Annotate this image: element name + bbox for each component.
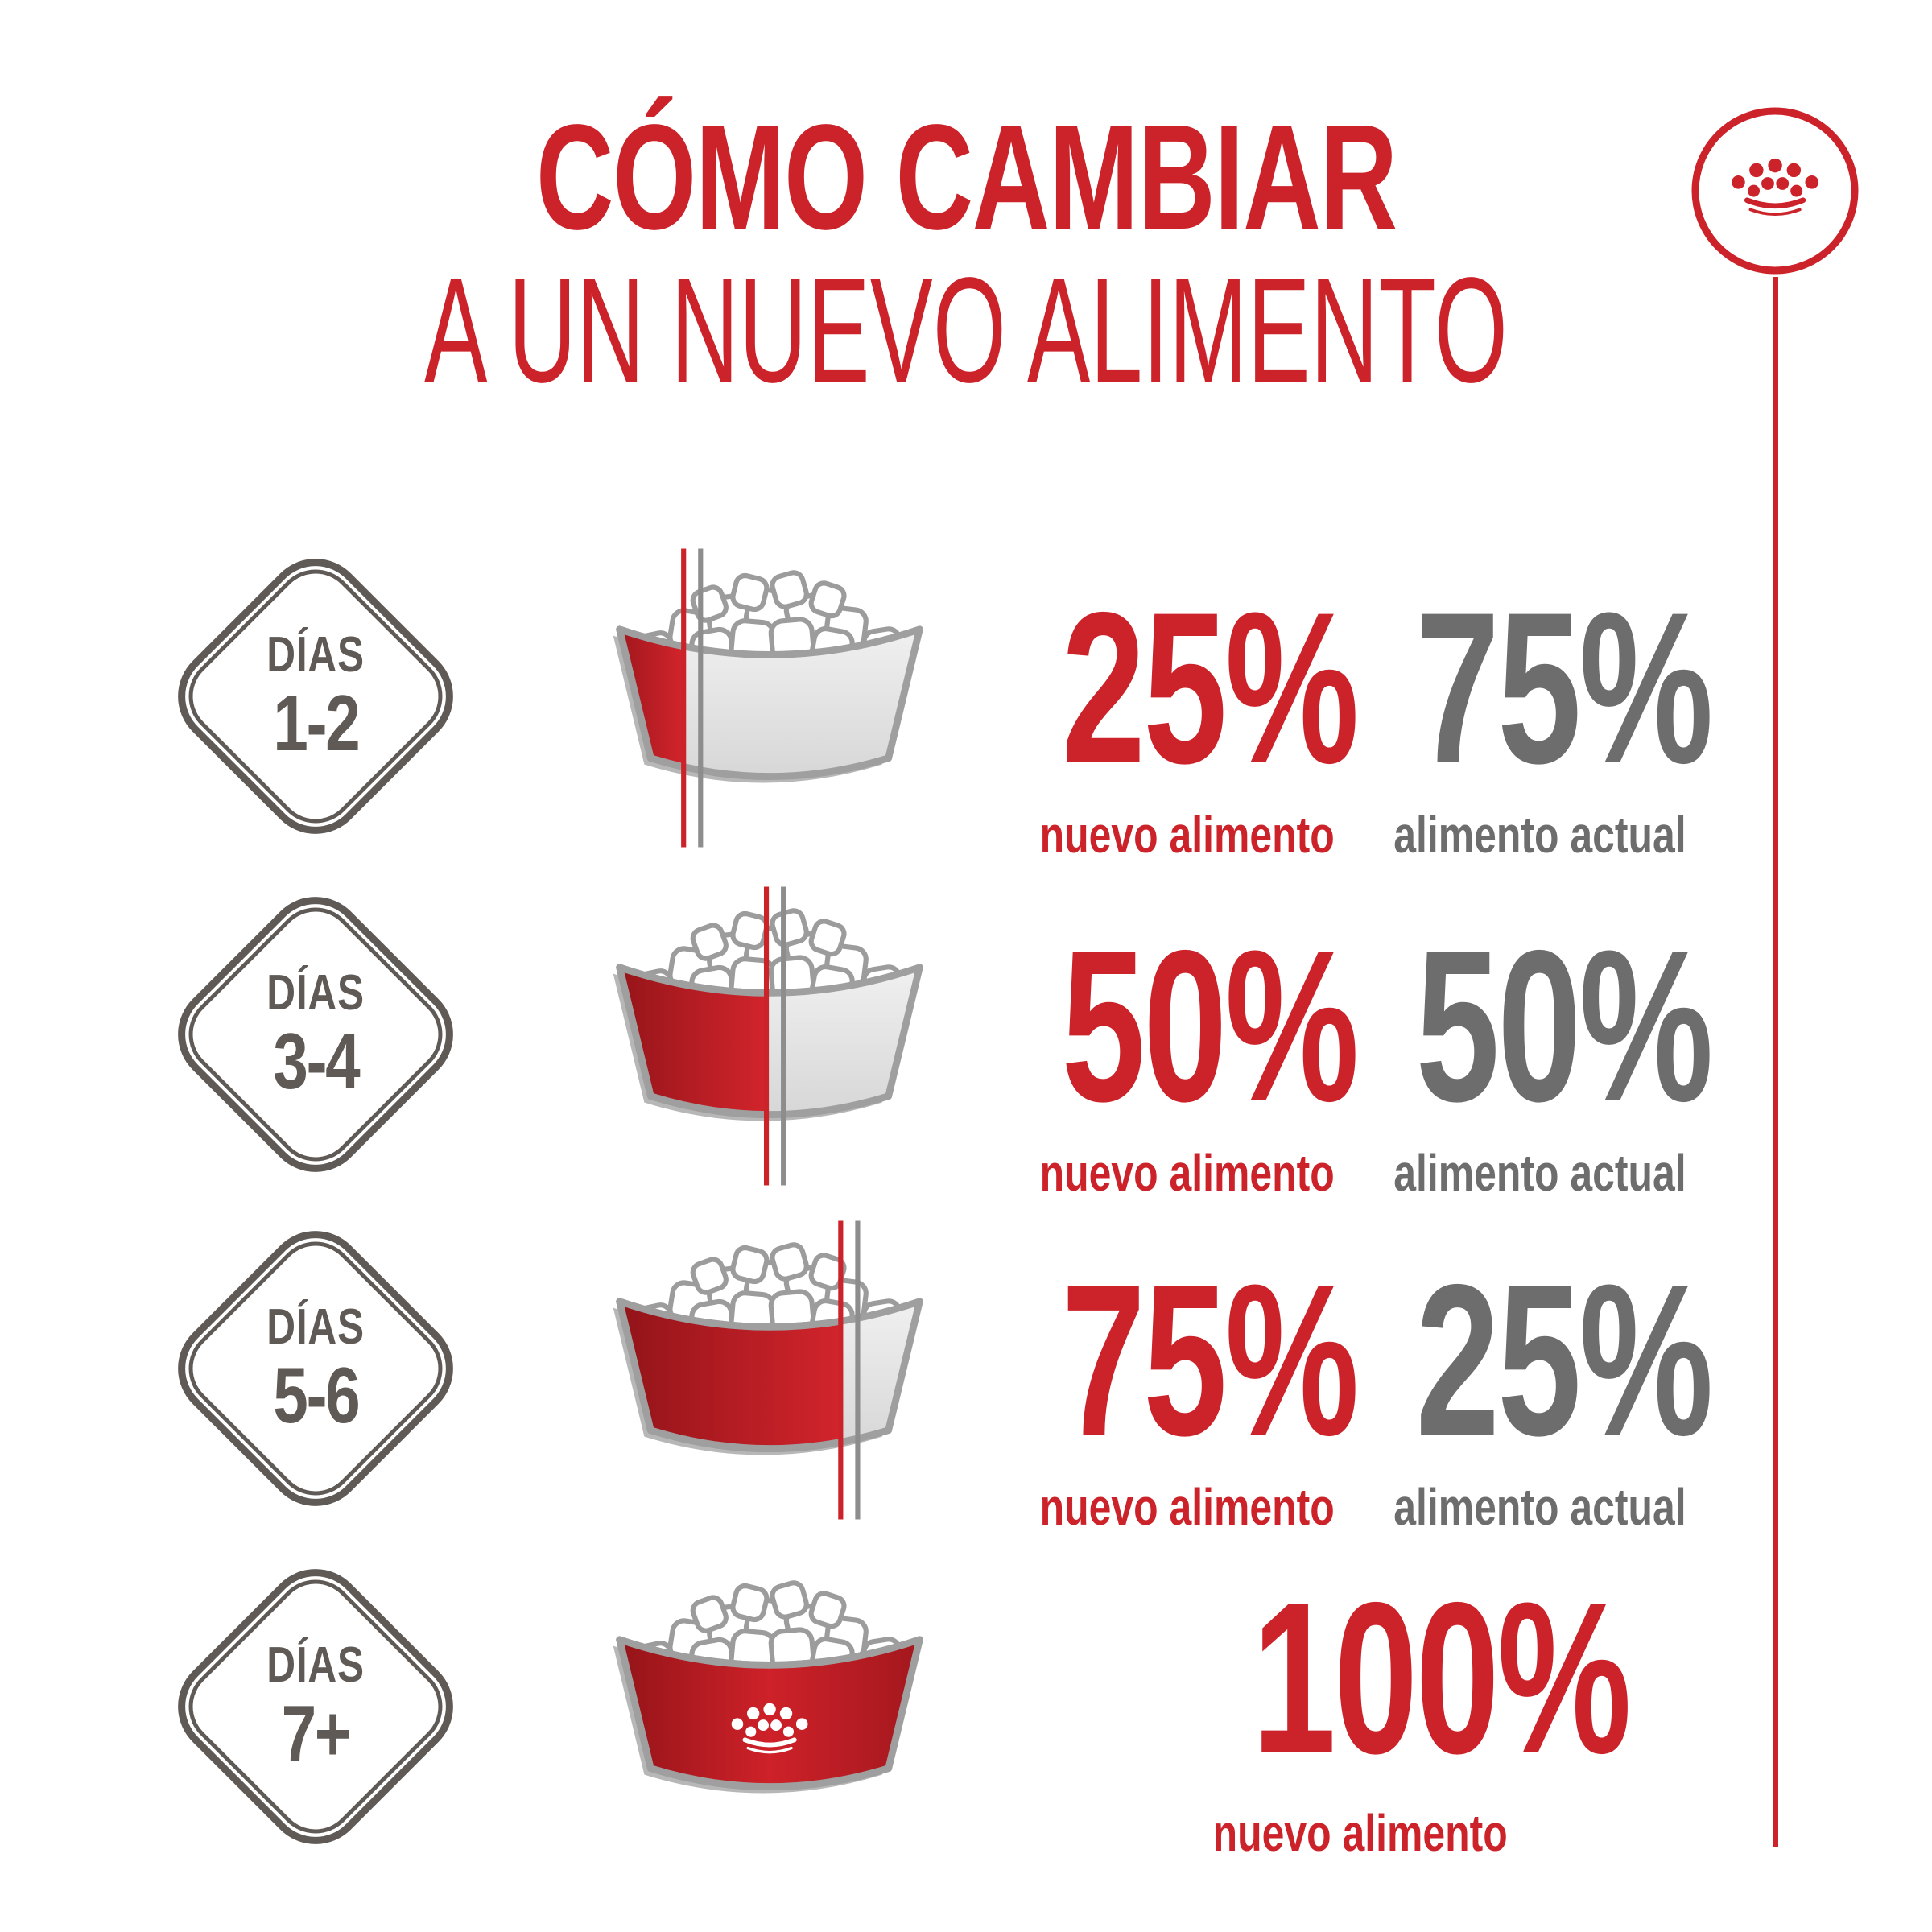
current-food-label: alimento actual: [1393, 806, 1686, 864]
badge-days-word: DÍAS: [266, 965, 365, 1021]
current-food-percentage: 50%: [1415, 905, 1714, 1146]
current-food-column: 75%: [1352, 580, 1714, 795]
page-subtitle: A UN NUEVO ALIMENTO: [0, 256, 1932, 406]
current-food-column: 25%: [1352, 1252, 1714, 1468]
divider-line-gray: [698, 548, 704, 848]
current-food-label: alimento actual: [1393, 1478, 1686, 1536]
badge-days-range: 7+: [281, 1689, 352, 1777]
divider-line-gray: [855, 1220, 861, 1520]
divider-line-red: [838, 1220, 844, 1520]
royal-canin-logo: [1686, 102, 1864, 279]
new-food-column: 25%: [998, 580, 1360, 795]
badge-days-range: 3-4: [272, 1017, 361, 1105]
food-bowl-illustration: [592, 1218, 947, 1522]
divider-line-red: [763, 886, 770, 1186]
royal-canin-crown-icon: [1691, 107, 1859, 275]
current-food-percentage: 75%: [1415, 567, 1714, 808]
food-bowl-illustration: [592, 546, 947, 850]
page-subtitle-text: A UN NUEVO ALIMENTO: [424, 247, 1508, 414]
new-food-label: nuevo alimento: [1039, 1478, 1335, 1536]
new-food-label: nuevo alimento: [1039, 1144, 1335, 1202]
new-food-percentage: 100%: [1252, 1557, 1631, 1798]
food-bowl-illustration: [592, 1556, 947, 1860]
badge-days-range: 1-2: [272, 679, 361, 767]
current-food-percentage: 25%: [1415, 1239, 1714, 1480]
food-bowl-illustration: [592, 884, 947, 1188]
days-badge: DÍAS 3-4: [157, 876, 474, 1193]
new-food-column: 75%: [998, 1252, 1360, 1468]
new-food-label: nuevo alimento: [1039, 806, 1335, 864]
divider-line-gray: [781, 886, 786, 1186]
current-food-label: alimento actual: [1393, 1144, 1686, 1202]
page-title: CÓMO CAMBIAR: [0, 103, 1932, 253]
badge-days-word: DÍAS: [266, 627, 365, 683]
new-food-percentage: 25%: [1061, 567, 1360, 808]
new-food-label: nuevo alimento: [1212, 1804, 1508, 1862]
vertical-rule: [1773, 277, 1778, 1847]
badge-days-word: DÍAS: [266, 1299, 365, 1355]
days-badge: DÍAS 7+: [157, 1548, 474, 1865]
new-food-percentage: 75%: [1061, 1239, 1360, 1480]
badge-days-word: DÍAS: [266, 1637, 365, 1693]
days-badge: DÍAS 5-6: [157, 1210, 474, 1527]
page-title-text: CÓMO CAMBIAR: [535, 94, 1397, 261]
badge-days-range: 5-6: [272, 1351, 361, 1439]
new-food-column: 50%: [998, 918, 1360, 1133]
current-food-column: 50%: [1352, 918, 1714, 1133]
royal-canin-crown-icon: [731, 1703, 808, 1754]
new-food-percentage: 50%: [1061, 905, 1360, 1146]
new-food-column: 100%: [1171, 1570, 1631, 1785]
divider-line-red: [681, 548, 687, 848]
days-badge: DÍAS 1-2: [157, 538, 474, 855]
